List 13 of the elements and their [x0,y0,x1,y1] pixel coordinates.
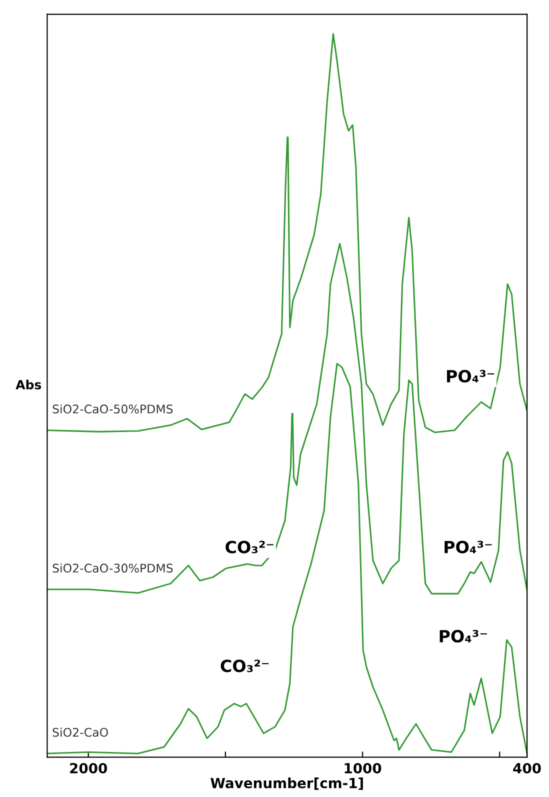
x-axis-title: Wavenumber[cm-1] [210,778,363,790]
annotation: CO₃²⁻ [226,540,274,554]
x-tick-label: 1000 [344,762,382,774]
x-tick-label: 2000 [70,762,108,774]
annotation: PO₄³⁻ [444,540,492,554]
annotation: PO₄³⁻ [440,630,487,642]
series-label: SiO2-CaO-30%PDMS [52,563,173,573]
series-label: SiO2-CaO-50%PDMS [52,404,173,414]
annotation: CO₃²⁻ [220,660,269,672]
x-tick-label: 400 [513,762,541,774]
y-axis-title: Abs [16,380,42,390]
annotation: PO₄³⁻ [447,370,494,383]
series-label: SiO2-CaO [52,728,108,737]
